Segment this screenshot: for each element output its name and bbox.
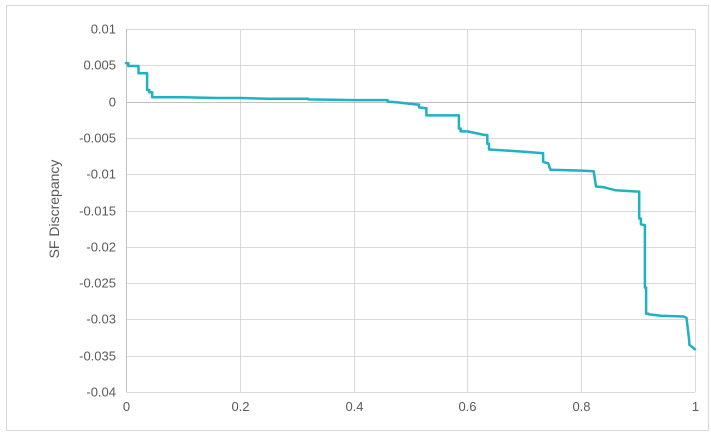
x-tick-label: 0.4 xyxy=(345,399,363,414)
y-tick-label: 0 xyxy=(109,95,116,110)
series-line xyxy=(124,61,697,351)
y-tick-label: -0.015 xyxy=(79,204,116,219)
y-tick-label: -0.005 xyxy=(79,131,116,146)
series-layer xyxy=(124,61,697,351)
chart-area: 0.01 0.005 0 -0.005 -0.01 -0.015 -0.02 -0.025 -0… xyxy=(6,5,709,431)
x-tick-label: 0.6 xyxy=(458,399,476,414)
x-tick-label: 1 xyxy=(692,399,699,414)
y-tick-label: -0.01 xyxy=(86,167,116,182)
line-chart: 0.01 0.005 0 -0.005 -0.01 -0.015 -0.02 -0.025 -0… xyxy=(46,22,699,415)
y-tick-label: -0.03 xyxy=(86,312,116,327)
x-tick-labels: 0 0.2 0.4 0.6 0.8 1 xyxy=(123,399,699,414)
y-tick-label: -0.035 xyxy=(79,349,116,364)
y-tick-label: -0.02 xyxy=(86,240,116,255)
axes xyxy=(126,29,695,392)
y-axis-title: SF Discrepancy xyxy=(46,160,62,259)
x-tick-label: 0.2 xyxy=(231,399,249,414)
y-tick-label: 0.01 xyxy=(91,22,116,37)
x-tick-label: 0.8 xyxy=(572,399,590,414)
x-tick-label: 0 xyxy=(123,399,130,414)
y-tick-labels: 0.01 0.005 0 -0.005 -0.01 -0.015 -0.02 -0.025 -0… xyxy=(79,22,116,400)
y-tick-label: -0.025 xyxy=(79,276,116,291)
y-tick-label: 0.005 xyxy=(83,58,116,73)
y-tick-label: -0.04 xyxy=(86,385,116,400)
gridlines xyxy=(126,29,696,393)
